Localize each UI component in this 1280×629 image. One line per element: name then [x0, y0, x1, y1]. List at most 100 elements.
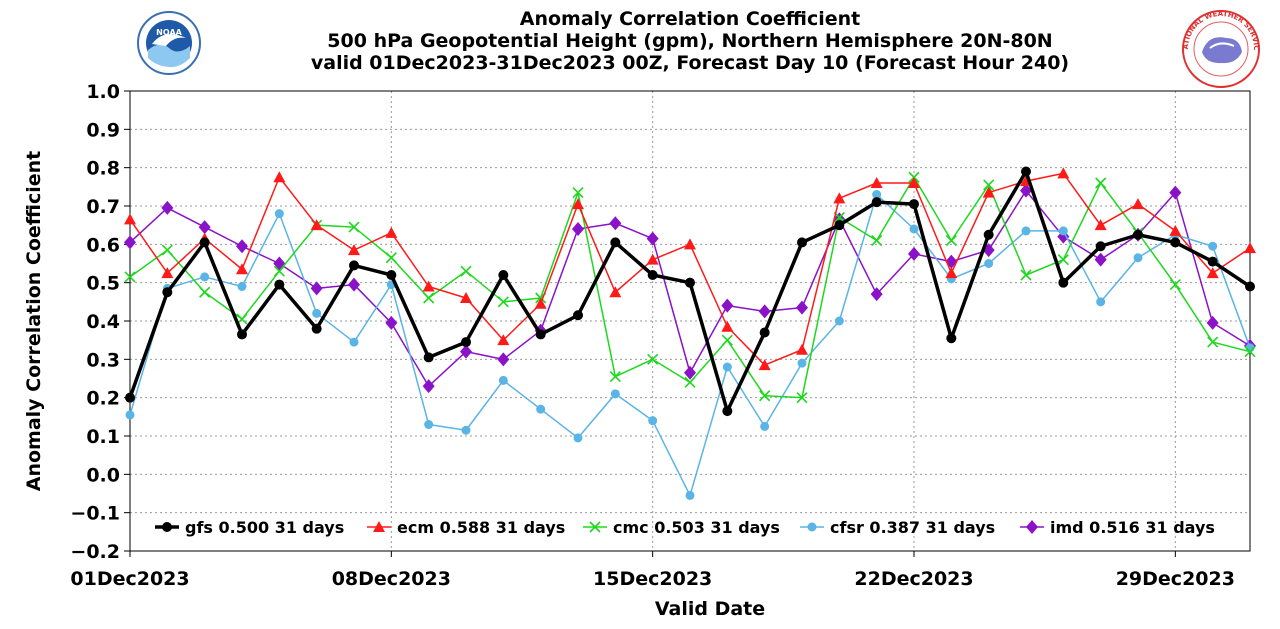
chart-title-block: Anomaly Correlation Coefficient 500 hPa …	[240, 8, 1140, 74]
legend-marker-ecm	[373, 521, 385, 532]
data-point-gfs	[274, 279, 285, 290]
data-point-cmc	[721, 334, 733, 346]
x-tick-label: 15Dec2023	[593, 568, 712, 590]
data-point-cmc	[460, 265, 472, 277]
data-point-gfs	[1207, 256, 1218, 267]
data-point-cfsr	[349, 337, 359, 347]
data-point-imd	[1169, 185, 1182, 200]
series-gfs	[125, 166, 1255, 417]
data-point-cfsr	[1096, 297, 1106, 307]
data-point-gfs	[759, 327, 770, 338]
data-point-cfsr	[274, 209, 284, 219]
data-point-cmc	[1020, 269, 1032, 281]
legend-label: cfsr 0.387 31 days	[830, 518, 995, 537]
data-point-cmc	[609, 371, 621, 383]
y-tick-label: 0.7	[86, 196, 120, 218]
data-point-cmc	[1207, 336, 1219, 348]
legend-item-ecm: ecm 0.588 31 days	[367, 518, 565, 537]
data-point-ecm	[833, 192, 846, 204]
data-point-gfs	[386, 270, 397, 280]
legend-label: imd 0.516 31 days	[1050, 518, 1215, 537]
data-point-cmc	[572, 187, 584, 199]
data-point-gfs	[946, 333, 957, 344]
data-point-gfs	[1021, 166, 1031, 177]
data-point-gfs	[647, 270, 658, 280]
data-point-ecm	[497, 334, 510, 346]
legend-marker-gfs	[162, 522, 172, 532]
data-point-imd	[273, 256, 286, 271]
legend-marker-cfsr	[807, 522, 817, 532]
data-point-gfs	[1133, 229, 1143, 240]
x-axis-label: Valid Date	[655, 598, 765, 620]
data-point-gfs	[1095, 241, 1106, 252]
legend-item-cmc: cmc 0.503 31 days	[583, 518, 780, 537]
data-point-gfs	[423, 352, 434, 363]
data-point-ecm	[1057, 167, 1070, 179]
data-point-ecm	[385, 226, 398, 238]
legend-marker-cmc	[589, 521, 601, 533]
data-point-gfs	[498, 270, 509, 280]
chart-validity: valid 01Dec2023-31Dec2023 00Z, Forecast …	[310, 52, 1070, 74]
legend-label: ecm 0.588 31 days	[397, 518, 565, 537]
x-tick-label: 22Dec2023	[854, 568, 973, 590]
data-point-ecm	[796, 343, 808, 355]
data-point-cfsr	[834, 316, 844, 326]
data-point-imd	[124, 235, 136, 250]
data-point-gfs	[1245, 281, 1255, 292]
x-tick-label: 01Dec2023	[70, 568, 189, 590]
data-point-cmc	[796, 392, 808, 404]
data-point-cmc	[199, 286, 211, 298]
nws-logo: NATIONAL WEATHER SERVICE	[1180, 8, 1260, 88]
y-tick-label: 0.2	[86, 388, 120, 410]
data-point-ecm	[348, 244, 360, 256]
data-point-cfsr	[760, 421, 770, 431]
data-point-cfsr	[536, 404, 546, 414]
data-point-gfs	[610, 237, 621, 248]
legend-item-cfsr: cfsr 0.387 31 days	[800, 518, 995, 537]
axes: 1.0 0.9 0.8 0.7 0.6 0.5 0.4 0.3 0.2 0.1 0.0 −0.1 −0.…	[70, 81, 1251, 590]
data-point-cfsr	[610, 389, 620, 399]
data-point-gfs	[685, 277, 695, 288]
y-tick-label: 0.3	[86, 349, 120, 371]
legend-item-gfs: gfs 0.500 31 days	[155, 518, 344, 537]
series-layer	[124, 166, 1256, 500]
data-point-imd	[1020, 183, 1032, 198]
data-point-cmc	[124, 271, 136, 283]
data-point-cfsr	[498, 375, 508, 385]
data-point-cmc	[1244, 346, 1256, 358]
data-point-gfs	[311, 323, 322, 334]
plot-frame	[129, 90, 1251, 552]
data-point-cfsr	[797, 358, 807, 368]
axis-labels: Valid Date Anomaly Correlation Coefficien…	[23, 151, 765, 620]
data-point-cfsr	[685, 490, 695, 500]
data-point-cfsr	[648, 416, 658, 426]
noaa-logo: NOAA	[137, 11, 201, 75]
data-point-imd	[198, 220, 211, 235]
y-tick-label: 1.0	[86, 81, 120, 103]
data-point-cmc	[423, 292, 435, 304]
y-tick-label: 0.6	[86, 234, 120, 256]
series-cfsr	[125, 190, 1255, 500]
data-point-ecm	[534, 297, 547, 309]
y-tick-label: 0.1	[86, 426, 120, 448]
data-point-cfsr	[461, 425, 471, 435]
data-point-ecm	[310, 219, 323, 231]
data-point-gfs	[535, 329, 546, 340]
data-point-cmc	[983, 179, 995, 191]
series-ecm	[124, 167, 1256, 371]
legend: gfs 0.500 31 days ecm 0.588 31 days cmc 0.…	[155, 518, 1215, 537]
data-point-ecm	[908, 177, 920, 188]
y-tick-label: −0.2	[70, 541, 120, 563]
y-tick-label: 0.9	[86, 119, 120, 141]
data-point-imd	[908, 246, 920, 261]
data-point-ecm	[1132, 198, 1144, 210]
data-point-ecm	[124, 213, 136, 225]
data-point-ecm	[1244, 242, 1256, 254]
data-point-imd	[348, 277, 360, 292]
data-point-ecm	[572, 198, 584, 210]
data-point-gfs	[722, 406, 733, 417]
data-point-ecm	[721, 320, 734, 332]
data-point-cfsr	[984, 259, 994, 268]
data-point-cmc	[1095, 177, 1107, 189]
